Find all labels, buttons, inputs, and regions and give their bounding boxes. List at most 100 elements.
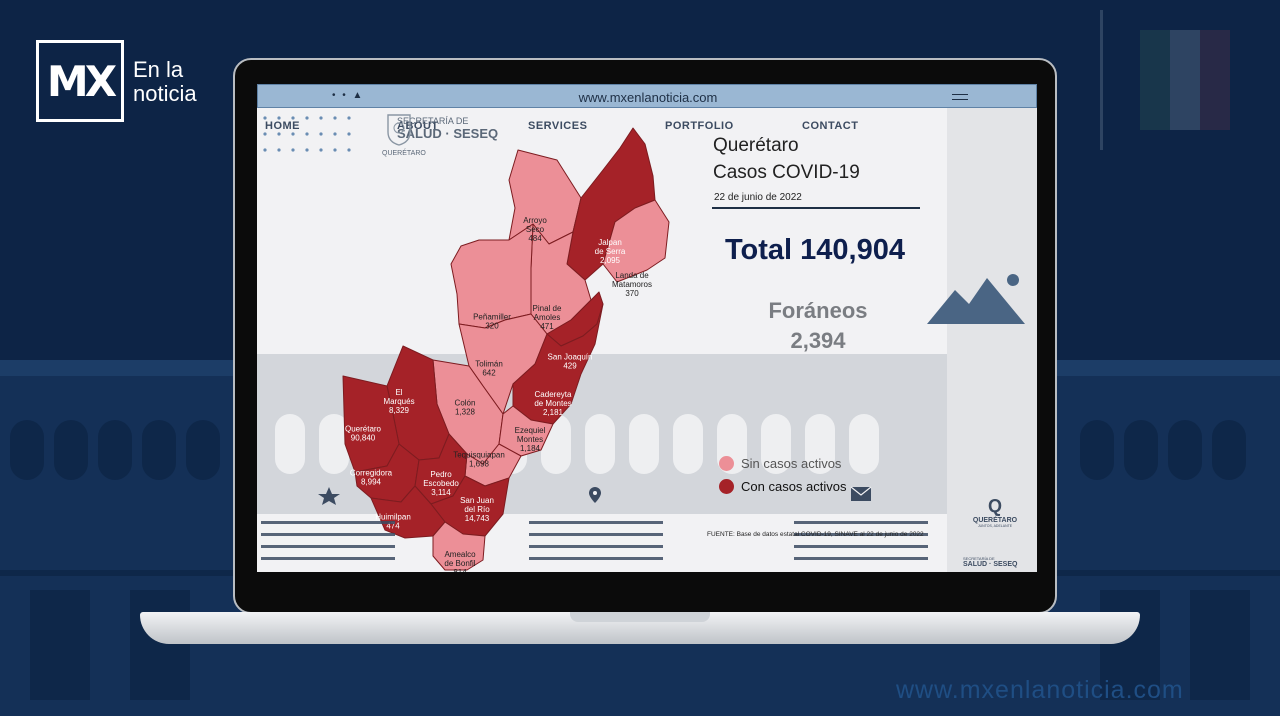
map-label-ezequiel-montes: Montes — [517, 435, 543, 444]
map-label-corregidora: Corregidora — [350, 469, 393, 478]
map-label-san-joaqu-n: 429 — [563, 362, 577, 371]
agency-footer-label: SECRETARÍA DE SALUD · SESEQ — [963, 556, 1017, 568]
queretaro-state-logo: Q QUERÉTARO JUNTOS, ADELANTE — [969, 496, 1021, 528]
nav-about[interactable]: ABOUT — [397, 120, 439, 132]
hamburger-menu-icon[interactable] — [952, 94, 968, 100]
map-label-landa-de-matamoros: 370 — [625, 289, 639, 298]
map-label-tequisquiapan: 1,698 — [469, 460, 490, 469]
browser-address-bar[interactable]: • • ▲ www.mxenlanoticia.com — [257, 84, 1037, 108]
legend-item-inactive: Sin casos activos — [719, 456, 847, 471]
map-label-tolim-n: Tolimán — [475, 360, 503, 369]
nav-contact[interactable]: CONTACT — [802, 120, 859, 132]
map-label-san-juan-del-r-o: San Juan — [460, 496, 494, 505]
map-label-huimilpan: Huimilpan — [375, 513, 411, 522]
background-flag — [1100, 10, 1230, 150]
map-label-arroyo-seco: 484 — [528, 234, 542, 243]
browser-url[interactable]: www.mxenlanoticia.com — [578, 90, 718, 105]
map-label-corregidora: 8,994 — [361, 478, 382, 487]
foreign-cases-label: Foráneos — [768, 298, 868, 323]
nav-portfolio[interactable]: PORTFOLIO — [665, 120, 734, 132]
map-label-pe-amiller: 320 — [485, 322, 499, 331]
legend-item-active: Con casos activos — [719, 479, 847, 494]
location-pin-icon[interactable] — [587, 486, 603, 504]
agency-header-label: SECRETARÍA DE SALUD · SESEQ — [397, 116, 498, 141]
municipality-landa-de-matamoros — [602, 199, 670, 283]
brand-logo-text: En la noticia — [133, 58, 197, 106]
municipality-amealco — [432, 521, 486, 571]
state-seal-icon — [387, 114, 411, 146]
nav-home[interactable]: HOME — [265, 120, 300, 132]
map-label-amealco-de-bonfil: Amealco — [444, 550, 476, 559]
foreign-cases: Foráneos 2,394 — [762, 296, 874, 356]
map-label-landa-de-matamoros: Landa de — [615, 271, 649, 280]
state-seal-label: QUERÉTARO — [382, 150, 426, 157]
report-title-line2: Casos COVID-19 — [713, 162, 860, 183]
map-label-ezequiel-montes: 1,184 — [520, 444, 541, 453]
map-label-cadereyta-de-montes: Cadereyta — [535, 390, 572, 399]
agency-footer-small: SECRETARÍA DE — [963, 556, 995, 561]
map-label-pinal-de-amoles: 471 — [540, 322, 554, 331]
map-label-arroyo-seco: Arroyo — [523, 216, 547, 225]
map-label-amealco-de-bonfil: de Bonfil — [444, 559, 475, 568]
map-label-tolim-n: 642 — [482, 369, 496, 378]
map-label-cadereyta-de-montes: 2,181 — [543, 408, 564, 417]
laptop-notch — [570, 612, 710, 622]
right-side-panel — [947, 108, 1037, 572]
site-watermark: www.mxenlanoticia.com — [896, 676, 1184, 704]
dot-pattern-decoration — [263, 116, 351, 152]
map-label-quer-taro: 90,840 — [351, 434, 376, 443]
map-label-el-marqu-s: 8,329 — [389, 406, 410, 415]
footer-lines-left — [261, 521, 395, 569]
envelope-icon[interactable] — [850, 486, 872, 502]
map-label-jalpan-de-serra: Jalpan — [598, 238, 622, 247]
data-source-note: FUENTE: Base de datos estatal COVID-19, … — [707, 531, 924, 538]
mountain-icon — [927, 274, 1025, 324]
brand-logo-text-line1: En la — [133, 57, 184, 82]
map-label-san-juan-del-r-o: del Río — [464, 505, 490, 514]
report-title-line1: Querétaro — [713, 135, 799, 156]
map-label-pedro-escobedo: Pedro — [430, 470, 452, 479]
total-cases: Total 140,904 — [725, 234, 906, 266]
map-label-arroyo-seco: Seco — [526, 225, 545, 234]
map-legend: Sin casos activos Con casos activos — [719, 456, 847, 502]
map-label-pe-amiller: Peñamiller — [473, 313, 511, 322]
foreign-cases-value: 2,394 — [790, 328, 846, 353]
map-label-pedro-escobedo: 3,114 — [431, 488, 451, 497]
brand-logo-text-line2: noticia — [133, 81, 197, 106]
map-label-pedro-escobedo: Escobedo — [423, 479, 459, 488]
map-label-cadereyta-de-montes: de Montes — [534, 399, 571, 408]
agency-header-small: SECRETARÍA DE — [397, 116, 469, 126]
map-label-jalpan-de-serra: de Serra — [595, 247, 626, 256]
map-label-quer-taro: Querétaro — [345, 425, 382, 434]
map-label-jalpan-de-serra: 2,095 — [600, 256, 621, 265]
map-label-tequisquiapan: Tequisquiapan — [453, 451, 505, 460]
map-label-landa-de-matamoros: Matamoros — [612, 280, 652, 289]
browser-window-controls[interactable]: • • ▲ — [332, 90, 365, 101]
queretaro-logo-tagline: JUNTOS, ADELANTE — [977, 524, 1013, 528]
map-label-el-marqu-s: Marqués — [383, 397, 414, 406]
footer-lines-center — [529, 521, 663, 569]
map-label-amealco-de-bonfil: 814 — [453, 568, 467, 572]
legend-label-active: Con casos activos — [741, 479, 847, 494]
map-label-san-juan-del-r-o: 14,743 — [465, 514, 490, 523]
legend-dot-inactive — [719, 456, 734, 471]
report-title: Querétaro Casos COVID-19 — [713, 132, 860, 186]
map-label-huimilpan: 474 — [386, 522, 400, 531]
map-label-col-n: Colón — [455, 399, 476, 408]
map-label-san-joaqu-n: San Joaquín — [548, 353, 593, 362]
brand-logo-letters: MX — [46, 56, 117, 106]
queretaro-logo-letter: Q — [987, 496, 1002, 516]
agency-header-big: SALUD · SESEQ — [397, 126, 499, 141]
map-label-ezequiel-montes: Ezequiel — [515, 426, 546, 435]
map-label-col-n: 1,328 — [455, 408, 476, 417]
municipality-arroyo-seco — [508, 149, 582, 245]
report-date: 22 de junio de 2022 — [714, 192, 802, 203]
agency-footer-big: SALUD · SESEQ — [963, 561, 1018, 568]
map-label-pinal-de-amoles: Pinal de — [533, 304, 562, 313]
star-icon[interactable] — [317, 486, 341, 506]
footer-lines-right — [794, 521, 928, 569]
nav-services[interactable]: SERVICES — [528, 120, 588, 132]
legend-label-inactive: Sin casos activos — [741, 456, 842, 471]
